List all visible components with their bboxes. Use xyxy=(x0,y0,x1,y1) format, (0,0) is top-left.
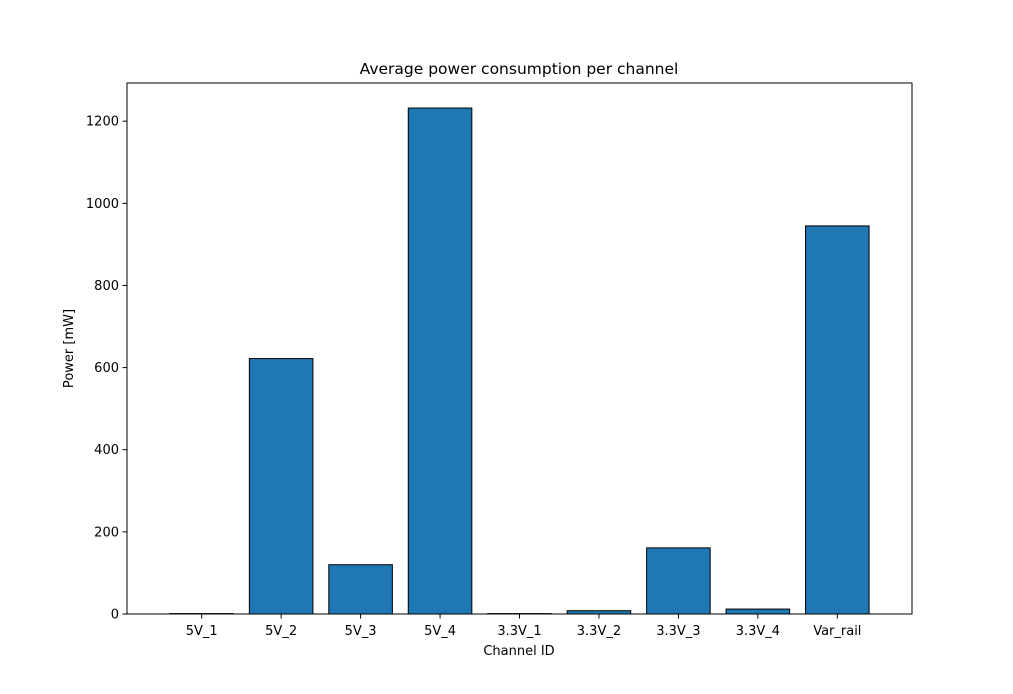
x-tick-label-3.3V_2: 3.3V_2 xyxy=(577,624,621,639)
bar-Var_rail xyxy=(806,226,870,614)
x-tick-label-5V_3: 5V_3 xyxy=(345,624,377,639)
y-axis-label: Power [mW] xyxy=(62,309,77,388)
x-axis-ticks: 5V_1 5V_2 5V_3 5V_4 3.3V_1 3.3V_2 3.3V_3 3.3V_4… xyxy=(186,614,862,639)
y-tick-label: 400 xyxy=(94,443,119,458)
x-axis-label: Channel ID xyxy=(483,644,554,659)
bar-5V_2 xyxy=(249,359,313,614)
x-tick-label-5V_2: 5V_2 xyxy=(265,624,297,639)
bar-3.3V_3 xyxy=(647,548,711,614)
bar-5V_4 xyxy=(408,108,472,614)
bars-layer xyxy=(170,108,869,614)
bar-3.3V_4 xyxy=(726,609,790,614)
y-tick-label: 1000 xyxy=(86,197,119,212)
y-tick-label: 800 xyxy=(94,279,119,294)
y-tick-label: 200 xyxy=(94,525,119,540)
y-axis-ticks: 0 200 400 600 800 1000 1200 xyxy=(86,115,127,623)
plot-frame xyxy=(127,83,912,614)
x-tick-label-5V_4: 5V_4 xyxy=(424,624,456,639)
x-tick-label-3.3V_1: 3.3V_1 xyxy=(497,624,541,639)
x-tick-label-3.3V_3: 3.3V_3 xyxy=(656,624,700,639)
y-tick-label: 1200 xyxy=(86,115,119,130)
chart-title: Average power consumption per channel xyxy=(360,60,679,78)
bar-5V_3 xyxy=(329,565,393,614)
y-tick-label: 0 xyxy=(111,608,119,623)
y-tick-label: 600 xyxy=(94,361,119,376)
x-tick-label-Var_rail: Var_rail xyxy=(813,624,861,639)
x-tick-label-5V_1: 5V_1 xyxy=(186,624,218,639)
x-tick-label-3.3V_4: 3.3V_4 xyxy=(736,624,780,639)
